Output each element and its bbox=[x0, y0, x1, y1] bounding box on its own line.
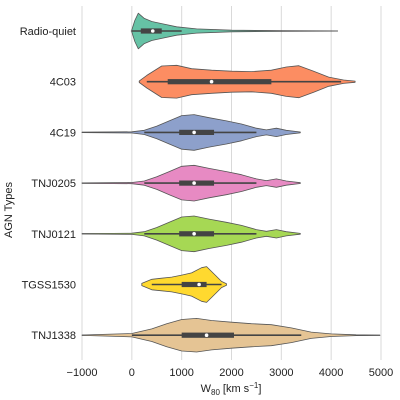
category-label: 4C19 bbox=[50, 127, 76, 139]
median-marker bbox=[192, 181, 196, 185]
x-axis-title-main: W bbox=[201, 383, 212, 395]
category-labels: Radio-quiet 4C03 4C19 TNJ0205 TNJ0121 TGSS153… bbox=[20, 26, 76, 342]
violin-group bbox=[141, 266, 227, 303]
y-axis-title: AGN Types bbox=[3, 181, 15, 238]
median-marker bbox=[192, 232, 196, 236]
x-tick-label: 0 bbox=[129, 367, 135, 379]
x-tick-label: 4000 bbox=[319, 367, 343, 379]
violin-group bbox=[130, 12, 338, 50]
x-tick-labels: −1000 0 1000 2000 3000 4000 5000 bbox=[67, 367, 394, 379]
category-label: 4C03 bbox=[50, 77, 76, 89]
category-label: TNJ0121 bbox=[31, 229, 76, 241]
x-axis-title-sub: 80 bbox=[211, 388, 220, 397]
x-tick-label: 1000 bbox=[169, 367, 193, 379]
x-axis-title-close: ] bbox=[258, 383, 261, 395]
violin-body bbox=[131, 12, 338, 50]
violin-group bbox=[81, 114, 301, 151]
x-axis-title: W80 [km s−1] bbox=[201, 381, 262, 397]
median-marker bbox=[150, 29, 155, 33]
violins bbox=[81, 12, 381, 353]
category-label: TNJ1338 bbox=[31, 330, 76, 342]
iqr-box bbox=[179, 231, 215, 237]
iqr-box bbox=[181, 281, 207, 288]
violin-group bbox=[138, 64, 356, 99]
iqr-box bbox=[179, 129, 215, 135]
median-marker bbox=[197, 282, 201, 287]
median-marker bbox=[192, 130, 196, 135]
category-label: TGSS1530 bbox=[22, 280, 76, 292]
x-tick-label: 3000 bbox=[269, 367, 293, 379]
median-marker bbox=[209, 79, 214, 84]
violin-group bbox=[81, 215, 301, 253]
median-marker bbox=[204, 333, 209, 338]
x-axis-title-unit: [km s bbox=[223, 383, 250, 395]
iqr-box bbox=[179, 180, 215, 186]
violin-group bbox=[81, 164, 301, 202]
x-tick-label: −1000 bbox=[67, 367, 98, 379]
x-tick-label: 2000 bbox=[219, 367, 243, 379]
x-tick-label: 5000 bbox=[369, 367, 393, 379]
category-label: TNJ0205 bbox=[31, 178, 76, 190]
x-axis-title-exp: −1 bbox=[249, 381, 259, 390]
iqr-box bbox=[167, 79, 272, 85]
violin-group bbox=[81, 318, 381, 353]
category-label: Radio-quiet bbox=[20, 26, 76, 38]
